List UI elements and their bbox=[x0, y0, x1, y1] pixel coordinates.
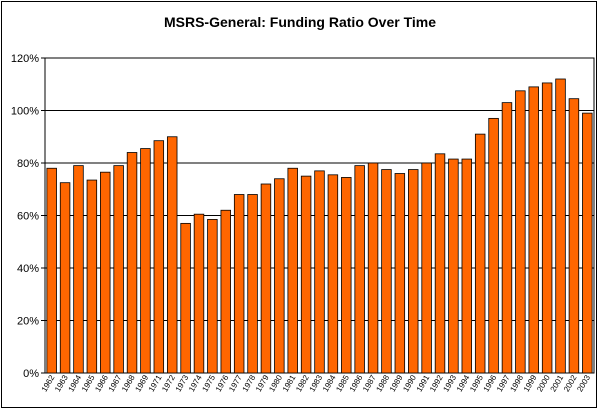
bar-1977 bbox=[233, 194, 245, 374]
y-tick-label: 40% bbox=[17, 263, 39, 275]
bar-1971 bbox=[153, 140, 165, 374]
bar-1966 bbox=[100, 171, 111, 374]
bar-2000 bbox=[541, 82, 553, 374]
bar-1969 bbox=[140, 148, 151, 374]
bar-1981 bbox=[287, 167, 298, 374]
bar-1983 bbox=[314, 170, 325, 374]
bar-2001 bbox=[555, 78, 566, 374]
x-tick-label: 2003 bbox=[575, 373, 592, 393]
bar-1974 bbox=[193, 213, 205, 374]
bar-1996 bbox=[488, 117, 499, 374]
chart-title: MSRS-General: Funding Ratio Over Time bbox=[164, 14, 436, 30]
bar-2002 bbox=[568, 98, 580, 374]
bar-1984 bbox=[327, 174, 339, 374]
bar-1965 bbox=[86, 179, 98, 374]
bars bbox=[46, 78, 593, 374]
bar-1967 bbox=[113, 165, 124, 374]
y-tick-label: 120% bbox=[11, 53, 39, 65]
bar-1992 bbox=[434, 153, 446, 374]
bar-1999 bbox=[528, 86, 539, 374]
y-tick-label: 0% bbox=[23, 368, 39, 380]
bar-1997 bbox=[501, 102, 513, 374]
bar-1986 bbox=[354, 165, 365, 374]
bar-1988 bbox=[381, 169, 392, 374]
bar-2003 bbox=[582, 112, 593, 374]
bar-1979 bbox=[260, 183, 272, 374]
y-tick-label: 20% bbox=[17, 316, 39, 328]
y-tick-label: 60% bbox=[17, 211, 39, 223]
bar-1980 bbox=[274, 178, 285, 374]
bar-1987 bbox=[367, 162, 379, 374]
bar-1962 bbox=[46, 167, 57, 374]
bar-1973 bbox=[180, 222, 191, 374]
bar-1972 bbox=[166, 136, 178, 374]
bar-1989 bbox=[394, 173, 406, 374]
bar-1991 bbox=[421, 162, 432, 374]
bar-1982 bbox=[300, 175, 312, 374]
bar-1968 bbox=[126, 152, 138, 374]
bar-1993 bbox=[448, 158, 459, 374]
bar-1964 bbox=[73, 165, 84, 374]
bar-1995 bbox=[474, 133, 486, 374]
y-tick-label: 100% bbox=[11, 106, 39, 118]
bar-1998 bbox=[515, 90, 526, 374]
bar-1976 bbox=[220, 209, 231, 374]
bar-1963 bbox=[59, 182, 71, 374]
bar-1994 bbox=[461, 158, 473, 374]
y-tick-label: 80% bbox=[17, 158, 39, 170]
bar-1978 bbox=[247, 194, 258, 374]
bar-1975 bbox=[207, 219, 218, 374]
bar-1985 bbox=[341, 177, 352, 374]
x-axis-ticks: 1962196319641965196619671968196919711972… bbox=[40, 373, 593, 393]
bar-1990 bbox=[408, 169, 419, 374]
y-axis-ticks: 0% 20% 40% 60% 80% 100% 120% bbox=[11, 53, 45, 380]
